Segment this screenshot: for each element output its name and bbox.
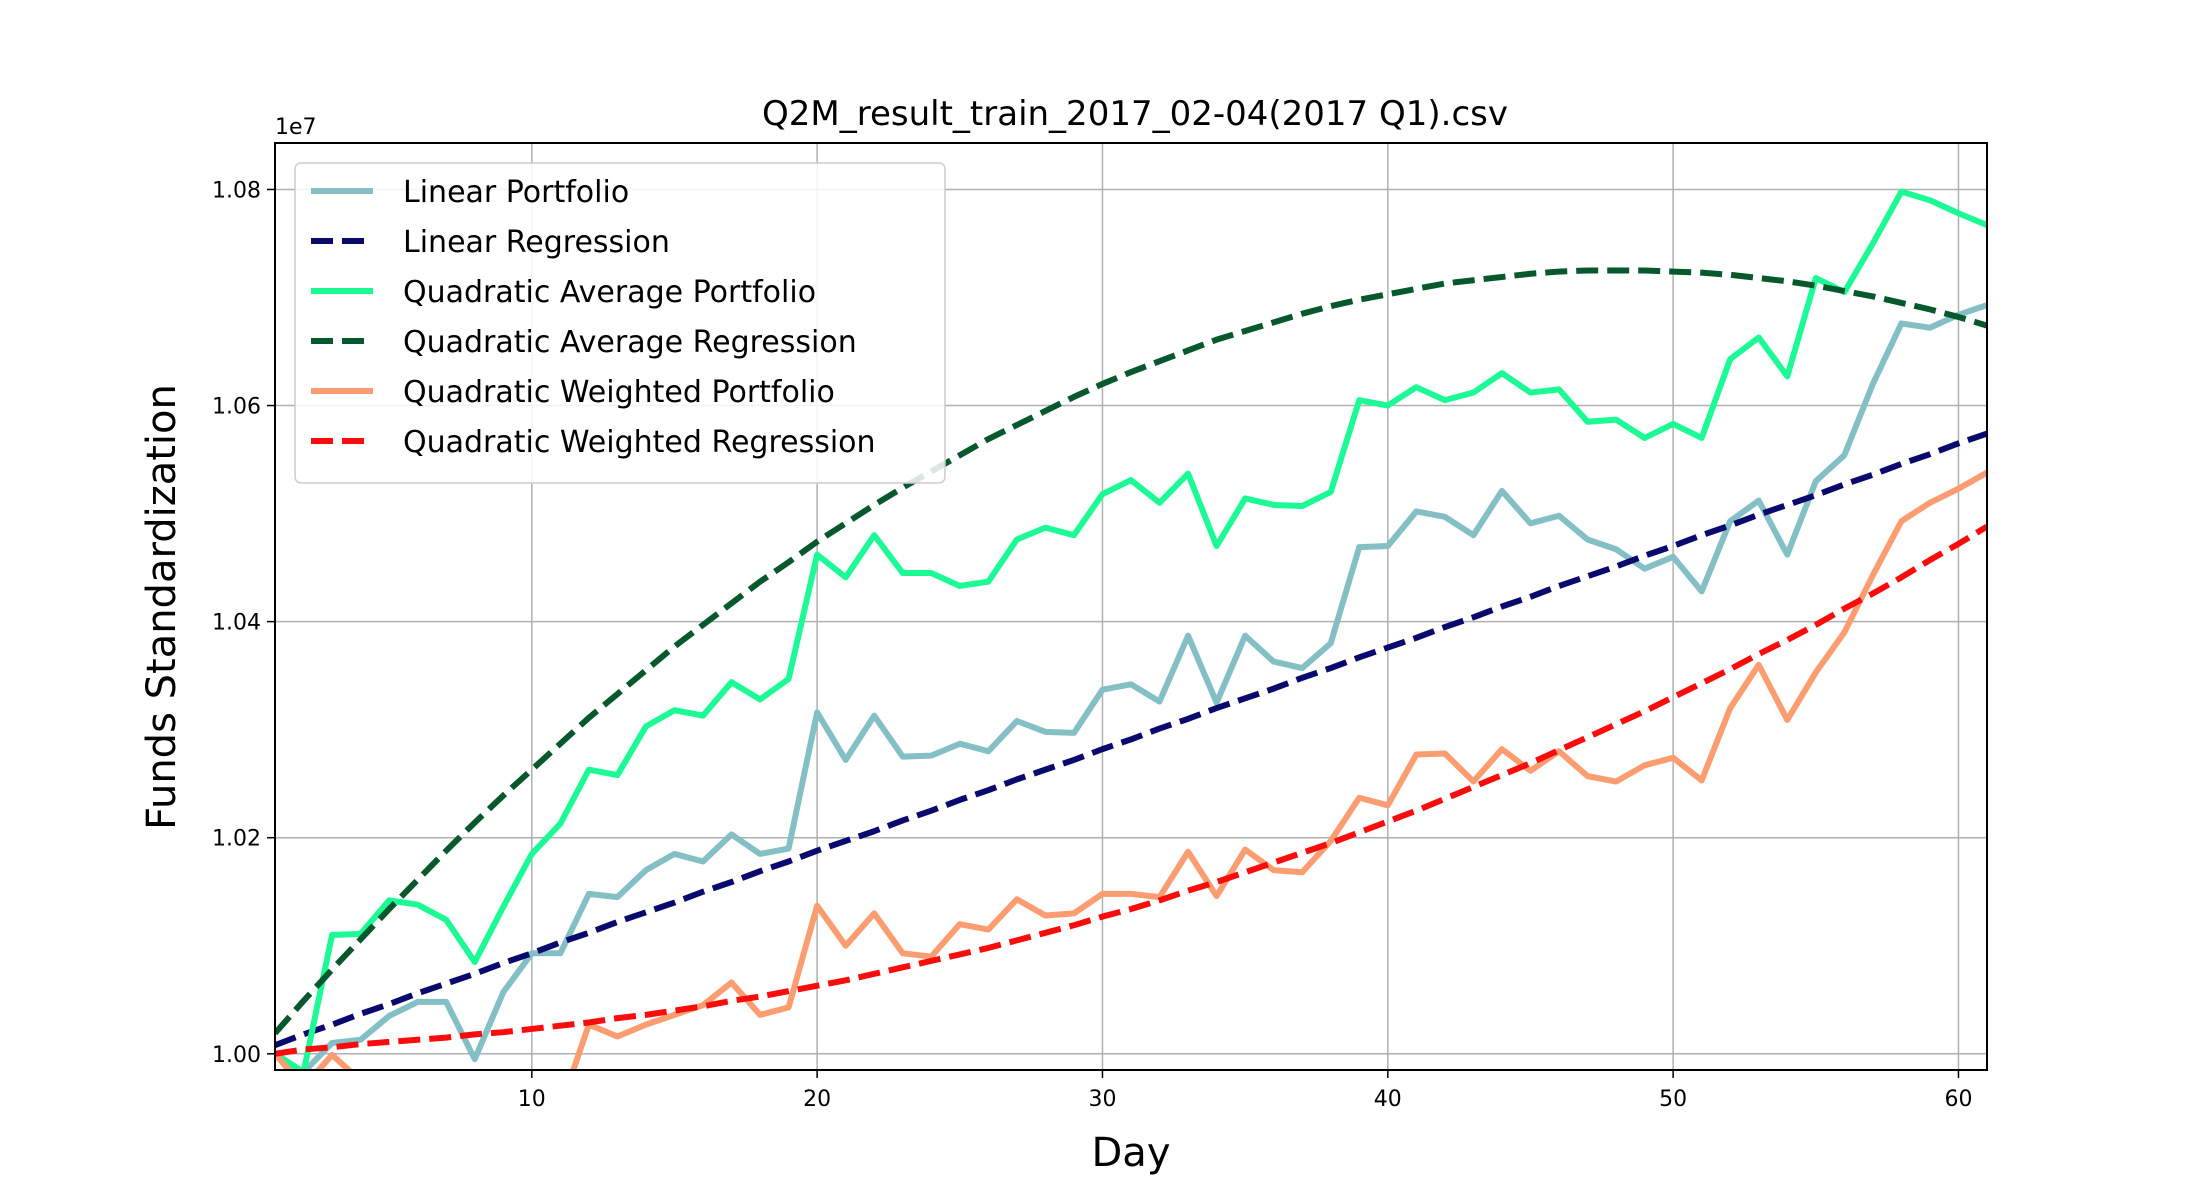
y-axis-label: Funds Standardization — [139, 384, 185, 830]
legend-label: Quadratic Weighted Portfolio — [403, 375, 835, 410]
x-tick-label: 50 — [1659, 1087, 1687, 1112]
legend-label: Linear Regression — [403, 225, 670, 260]
legend-box — [294, 162, 946, 484]
legend: Linear Portfolio Linear Regression Quadrat… — [294, 162, 946, 484]
x-tick-label: 20 — [803, 1087, 831, 1112]
plot-series — [275, 188, 1987, 1070]
legend-label: Linear Portfolio — [403, 175, 629, 210]
series-line-quadratic-weighted-portfolio — [275, 469, 1987, 1070]
series-line-quadratic-weighted-regression — [275, 523, 1987, 1057]
x-tick-label: 60 — [1944, 1087, 1972, 1112]
x-tick-label: 40 — [1374, 1087, 1402, 1112]
chart-title: Q2M_result_train_2017_02-04(2017 Q1).csv — [762, 94, 1508, 134]
legend-label: Quadratic Weighted Regression — [403, 425, 876, 460]
y-tick-label: 1.06 — [212, 395, 261, 420]
legend-label: Quadratic Average Portfolio — [403, 275, 816, 310]
x-tick-label: 30 — [1088, 1087, 1116, 1112]
grid-lines — [275, 143, 1987, 1070]
y-offset-label: 1e7 — [275, 115, 317, 140]
series-line-linear-portfolio — [275, 302, 1987, 1070]
x-tick-label: 10 — [518, 1087, 546, 1112]
series-line-quadratic-average-regression — [275, 267, 1987, 1036]
x-axis-label: Day — [1092, 1130, 1171, 1176]
y-tick-label: 1.08 — [212, 178, 261, 203]
plot-area-frame — [274, 142, 1988, 1071]
y-tick-label: 1.02 — [212, 827, 261, 852]
series-line-quadratic-average-portfolio — [275, 188, 1987, 1070]
y-tick-label: 1.00 — [212, 1043, 261, 1068]
axis-ticks: 10 20 30 40 50 60 1.00 1.02 1.04 1.06 1.08 — [212, 178, 1972, 1112]
y-tick-label: 1.04 — [212, 611, 261, 636]
series-line-linear-regression — [275, 430, 1987, 1048]
legend-label: Quadratic Average Regression — [403, 325, 857, 360]
